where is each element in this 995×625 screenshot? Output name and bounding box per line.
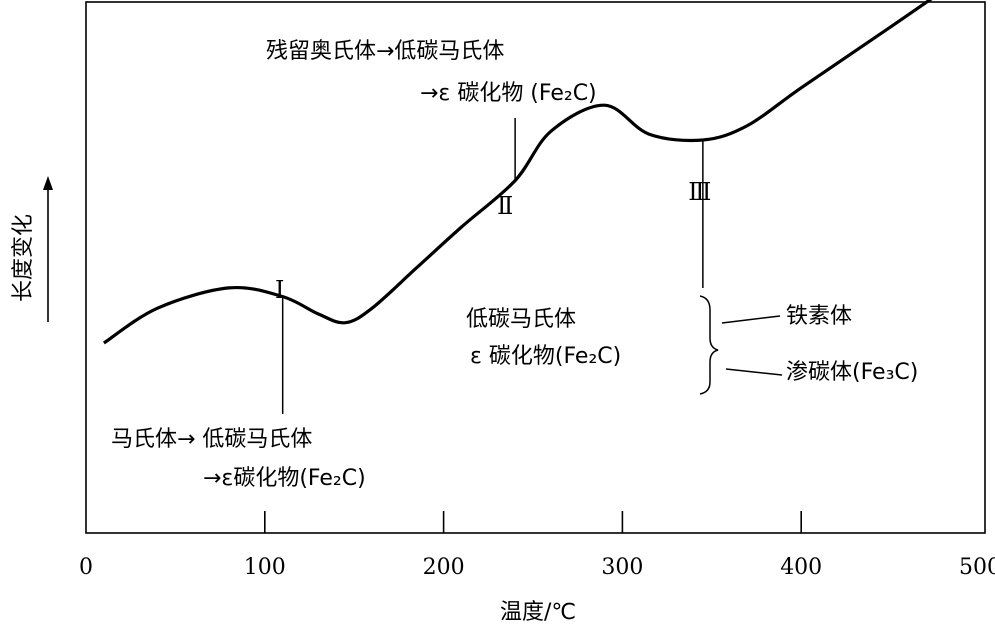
cementite-label: 渗碳体(Fe₃C) bbox=[786, 360, 918, 385]
x-tick-label: 300 bbox=[601, 555, 643, 580]
series-group bbox=[103, 0, 933, 345]
x-tick-label: 200 bbox=[423, 555, 465, 580]
x-tick-label: 500 bbox=[959, 555, 995, 580]
cementite-pointer-line bbox=[725, 368, 783, 376]
stage-label: Ⅱ bbox=[497, 192, 513, 220]
ferrite-pointer-line bbox=[721, 315, 781, 324]
stage-markers: Ⅰ Ⅱ Ⅲ bbox=[275, 118, 711, 414]
stage-label: Ⅰ bbox=[275, 276, 284, 304]
stage3-brace bbox=[699, 295, 719, 395]
length-change-curve bbox=[103, 0, 933, 345]
y-axis-arrow bbox=[43, 176, 53, 322]
stage-label: Ⅲ bbox=[688, 178, 711, 206]
stage2-note-line2: →ε 碳化物 (Fe₂C) bbox=[420, 81, 597, 106]
x-axis-label: 温度/℃ bbox=[500, 600, 576, 625]
stage3-note-carbide: ε 碳化物(Fe₂C) bbox=[470, 344, 621, 369]
stage3-note-martensite: 低碳马氏体 bbox=[466, 307, 576, 332]
stage2-note-line1: 残留奥氏体→低碳马氏体 bbox=[266, 39, 504, 64]
x-tick-label: 100 bbox=[244, 555, 286, 580]
plot-frame bbox=[85, 1, 986, 534]
stage1-note-line2: →ε碳化物(Fe₂C) bbox=[203, 466, 366, 491]
x-tick-label: 0 bbox=[79, 555, 93, 580]
x-tick-label: 400 bbox=[780, 555, 822, 580]
y-axis-label: 长度变化 bbox=[11, 214, 36, 302]
ferrite-label: 铁素体 bbox=[786, 304, 852, 329]
stage1-note-line1: 马氏体→ 低碳马氏体 bbox=[111, 427, 312, 452]
x-axis-ticks: 0 100 200 300 400 500 bbox=[79, 511, 995, 580]
